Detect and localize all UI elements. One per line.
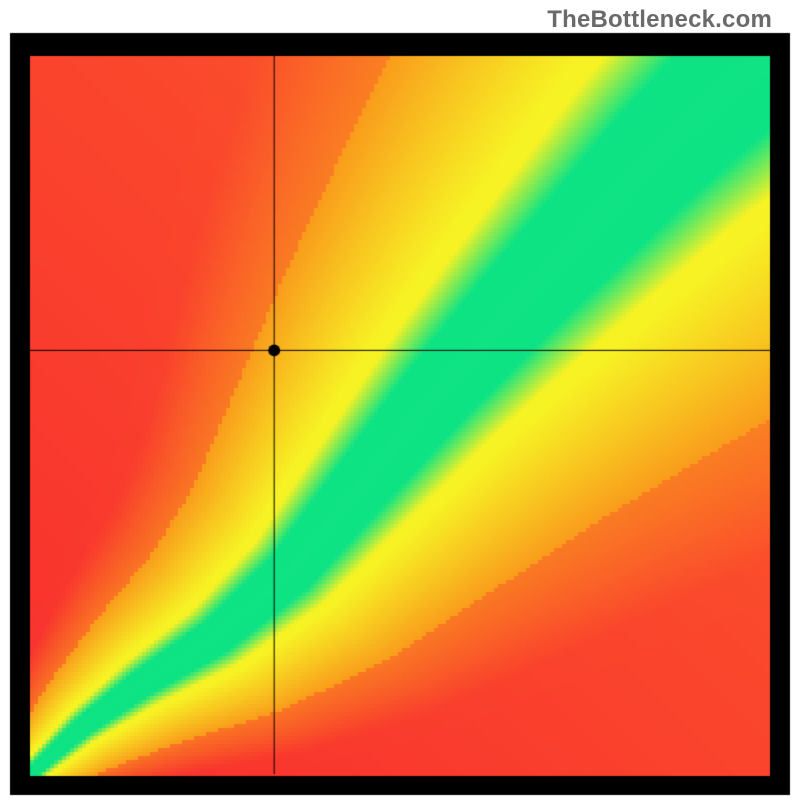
watermark-text: TheBottleneck.com bbox=[547, 6, 772, 34]
chart-container: TheBottleneck.com bbox=[0, 0, 800, 800]
heatmap-canvas bbox=[0, 0, 800, 800]
